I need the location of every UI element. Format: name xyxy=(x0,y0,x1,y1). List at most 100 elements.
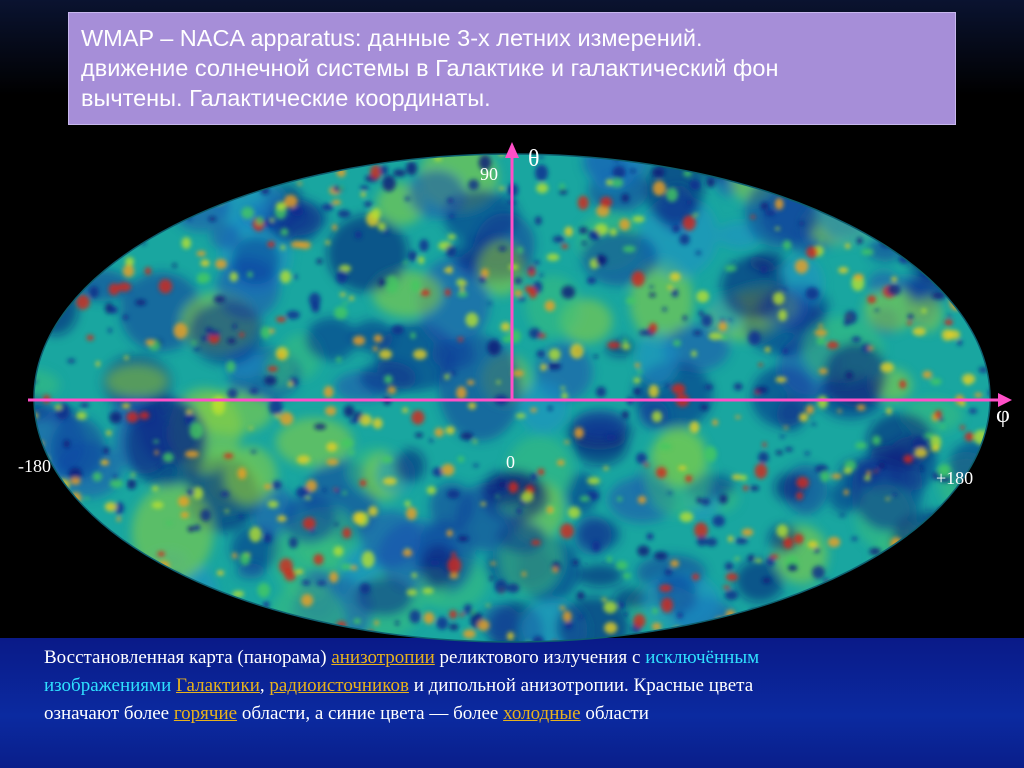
map-texture-spot xyxy=(600,196,613,208)
map-texture-spot xyxy=(651,410,663,423)
map-texture-spot xyxy=(559,183,565,190)
map-texture-spot xyxy=(113,171,155,220)
map-texture-spot xyxy=(633,377,641,384)
map-texture-spot xyxy=(477,619,490,631)
map-texture-spot xyxy=(939,205,949,212)
map-texture-spot xyxy=(444,373,450,380)
map-texture-spot xyxy=(39,195,115,264)
map-texture-spot xyxy=(830,191,844,200)
map-texture-spot xyxy=(348,449,355,455)
map-texture-spot xyxy=(918,620,949,642)
map-texture-spot xyxy=(938,199,948,206)
map-texture-spot xyxy=(905,168,965,228)
map-texture-spot xyxy=(249,526,262,543)
caption-text: , xyxy=(259,675,270,696)
map-texture-spot xyxy=(695,250,702,255)
map-texture-spot xyxy=(873,469,878,473)
map-texture-spot xyxy=(342,491,347,495)
map-texture-spot xyxy=(332,224,338,231)
map-texture-spot xyxy=(342,527,352,539)
map-texture-spot xyxy=(724,265,737,272)
map-texture-spot xyxy=(429,560,441,566)
map-texture-spot xyxy=(587,477,601,485)
map-texture-spot xyxy=(321,203,334,211)
map-texture-spot xyxy=(974,287,980,293)
map-texture-spot xyxy=(241,206,255,219)
map-texture-spot xyxy=(208,216,217,222)
map-texture-spot xyxy=(106,430,112,436)
map-texture-spot xyxy=(295,486,310,498)
map-texture-spot xyxy=(948,227,962,236)
link-hot[interactable]: горячие xyxy=(173,703,238,724)
map-texture-spot xyxy=(528,327,541,339)
map-texture-spot xyxy=(80,164,93,172)
map-texture-spot xyxy=(63,439,70,448)
map-texture-spot xyxy=(331,199,342,205)
link-cold[interactable]: холодные xyxy=(503,703,581,724)
map-texture-spot xyxy=(623,612,628,617)
map-texture-spot xyxy=(698,310,704,317)
map-texture-spot xyxy=(457,456,465,463)
map-texture-spot xyxy=(333,488,338,491)
map-texture-spot xyxy=(446,529,453,537)
map-texture-spot xyxy=(490,561,496,566)
map-texture-spot xyxy=(907,321,913,326)
map-texture-spot xyxy=(109,305,118,314)
map-texture-spot xyxy=(322,488,327,492)
link-galaxy[interactable]: Галактики xyxy=(176,675,260,696)
map-texture-spot xyxy=(922,370,933,379)
map-texture-spot xyxy=(652,180,666,196)
map-texture-spot xyxy=(577,195,589,210)
map-texture-spot xyxy=(227,338,236,344)
map-texture-spot xyxy=(507,631,514,641)
map-texture-spot xyxy=(872,524,950,609)
map-texture-spot xyxy=(621,343,631,350)
map-texture-spot xyxy=(968,609,976,617)
map-texture-spot xyxy=(940,425,945,429)
link-anisotropy[interactable]: анизотропии xyxy=(331,647,435,668)
map-texture-spot xyxy=(689,421,700,434)
map-texture-spot xyxy=(601,597,607,602)
map-texture-spot xyxy=(612,166,626,179)
map-texture-spot xyxy=(861,608,870,615)
map-texture-spot xyxy=(197,278,206,283)
map-texture-spot xyxy=(666,187,678,202)
map-texture-spot xyxy=(909,190,918,199)
map-texture-spot xyxy=(969,513,990,543)
map-texture-spot xyxy=(700,497,711,506)
map-texture-spot xyxy=(239,552,251,566)
map-texture-spot xyxy=(108,201,121,213)
map-texture-spot xyxy=(891,276,898,282)
link-radio-sources[interactable]: радиоисточников xyxy=(269,675,409,696)
map-texture-spot xyxy=(210,223,241,250)
map-texture-spot xyxy=(861,248,874,256)
map-texture-spot xyxy=(633,154,643,156)
map-texture-spot xyxy=(603,601,618,614)
map-texture-spot xyxy=(171,588,181,598)
map-texture-spot xyxy=(189,300,264,365)
map-texture-spot xyxy=(280,270,292,284)
map-texture-spot xyxy=(193,347,200,351)
map-texture-spot xyxy=(796,612,804,618)
map-texture-spot xyxy=(67,266,79,274)
map-texture-spot xyxy=(750,485,760,491)
longitude-minus-180-label: -180 xyxy=(18,456,51,476)
map-texture-spot xyxy=(84,497,90,500)
caption-text: означают более xyxy=(44,703,174,724)
map-texture-spot xyxy=(885,222,890,228)
map-texture-spot xyxy=(744,622,755,635)
map-texture-spot xyxy=(958,510,990,566)
map-texture-spot xyxy=(263,533,272,544)
map-texture-spot xyxy=(867,593,876,603)
map-texture-spot xyxy=(607,341,621,349)
map-texture-spot xyxy=(92,472,102,482)
map-texture-spot xyxy=(173,566,218,623)
map-texture-spot xyxy=(184,450,199,458)
map-texture-spot xyxy=(351,565,358,571)
map-texture-spot xyxy=(263,375,277,386)
map-texture-spot xyxy=(165,155,177,161)
map-texture-spot xyxy=(419,239,429,252)
map-texture-spot xyxy=(172,263,177,268)
map-texture-spot xyxy=(379,349,392,360)
map-texture-spot xyxy=(696,536,707,547)
